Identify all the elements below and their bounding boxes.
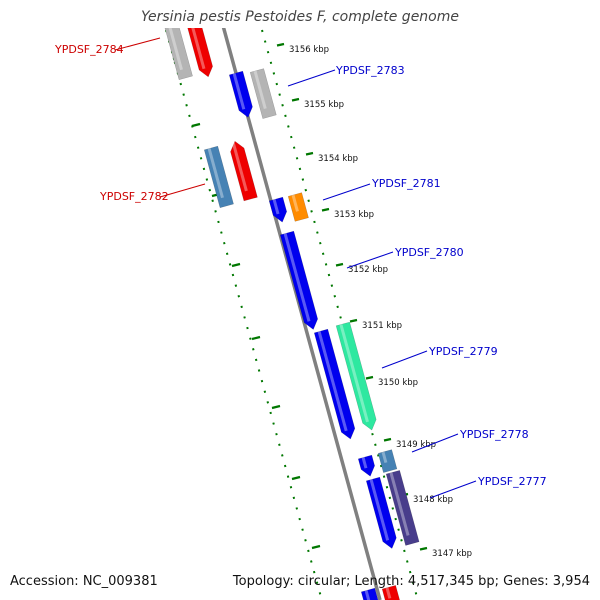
label-leader — [411, 433, 459, 453]
gene-label: YPDSF_2777 — [477, 475, 547, 488]
gene-features — [164, 28, 420, 600]
label-leader — [159, 183, 206, 198]
tick-label: 3149 kbp — [396, 440, 436, 450]
ruler-line-right — [261, 29, 419, 600]
tick-label: 3147 kbp — [432, 549, 472, 559]
label-leader — [114, 37, 161, 51]
gene-YPDSF_2777 — [385, 470, 420, 546]
label-leader — [429, 480, 477, 499]
label-leader — [346, 251, 394, 269]
gene-label: YPDSF_2782 — [99, 190, 169, 203]
tick-mark — [349, 318, 358, 323]
tick-mark — [419, 546, 428, 551]
tick-mark — [365, 375, 374, 380]
gene-YPDSF_2782 — [230, 140, 258, 202]
gene-YPDSF_2783 — [249, 68, 277, 119]
tick-mark — [311, 544, 321, 550]
tick-mark — [191, 122, 201, 128]
gene-YPDSF_2781-blue — [268, 196, 287, 223]
gene-label: YPDSF_2779 — [428, 345, 498, 358]
tick-mark — [305, 151, 314, 156]
ruler-line-left — [165, 29, 323, 600]
tick-mark — [291, 97, 300, 102]
kbp-tick-labels: 3156 kbp 3155 kbp 3154 kbp 3153 kbp 3152 kbp… — [289, 45, 472, 559]
gene-edge-red — [381, 585, 400, 600]
gene-YPDSF_2778 — [377, 449, 398, 473]
gene-YPDSF_2779-blue — [313, 328, 356, 440]
tick-mark — [383, 437, 392, 442]
gene-YPDSF_2779 — [335, 321, 377, 431]
label-leader — [287, 69, 336, 87]
tick-label: 3152 kbp — [348, 265, 388, 275]
tick-mark — [251, 335, 261, 341]
tick-mark — [276, 42, 285, 47]
tick-label: 3148 kbp — [413, 495, 453, 505]
tick-mark — [321, 207, 330, 212]
map-title: Yersinia pestis Pestoides F, complete ge… — [141, 9, 459, 25]
gene-YPDSF_2780 — [279, 230, 318, 330]
tick-mark — [335, 262, 344, 267]
gene-label: YPDSF_2784 — [54, 43, 124, 56]
tick-mark — [271, 404, 281, 410]
gene-edge-blue — [360, 587, 379, 600]
tick-label: 3150 kbp — [378, 378, 418, 388]
label-leader — [381, 350, 428, 369]
gene-YPDSF_2778-blue — [357, 454, 375, 477]
gene-label: YPDSF_2781 — [371, 177, 441, 190]
tick-label: 3153 kbp — [334, 210, 374, 220]
tick-label: 3156 kbp — [289, 45, 329, 55]
accession-label: Accession: NC_009381 — [10, 574, 158, 589]
gene-labels: YPDSF_2784 YPDSF_2783 YPDSF_2782 YPDSF_2781… — [54, 37, 547, 499]
label-leader — [322, 183, 371, 201]
genome-summary: Topology: circular; Length: 4,517,345 bp… — [232, 574, 590, 589]
gene-label: YPDSF_2783 — [335, 64, 405, 77]
gene-YPDSF_2777-blue — [365, 476, 397, 549]
gene-label: YPDSF_2780 — [394, 246, 464, 259]
tick-label: 3151 kbp — [362, 321, 402, 331]
tick-label: 3154 kbp — [318, 154, 358, 164]
gene-YPDSF_2783-blue — [228, 70, 253, 118]
gene-label: YPDSF_2778 — [459, 428, 529, 441]
tick-mark — [231, 262, 241, 268]
tick-label: 3155 kbp — [304, 100, 344, 110]
gene-YPDSF_2784-grey — [164, 28, 193, 81]
gene-YPDSF_2782-steel — [203, 145, 234, 209]
gene-YPDSF_2781 — [287, 192, 309, 222]
tick-mark — [291, 475, 301, 481]
gene-YPDSF_2784 — [187, 28, 213, 78]
